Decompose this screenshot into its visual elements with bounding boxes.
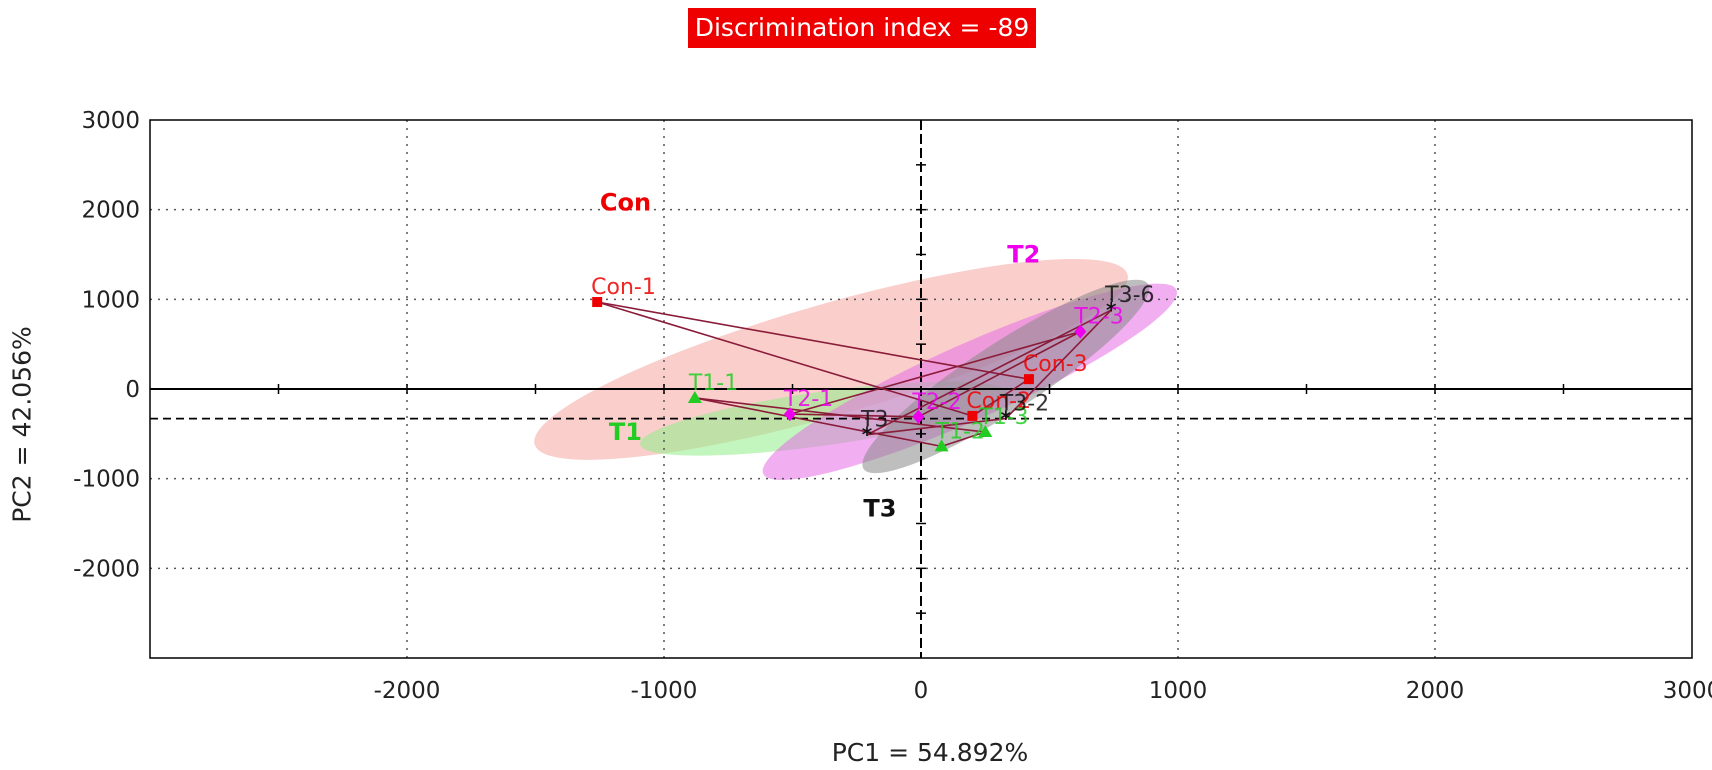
point-label-t1-2: T1-2	[935, 419, 985, 444]
y-tick-label: 3000	[81, 108, 140, 134]
x-tick-label: -2000	[374, 678, 441, 704]
point-t2-2	[912, 409, 925, 424]
group-labels: Con T1 T2 T3	[600, 189, 1040, 523]
point-t1-2	[934, 439, 949, 452]
x-tick-label: 1000	[1149, 678, 1208, 704]
group-label-t3: T3	[863, 494, 896, 522]
point-label-t2-2: T2-2	[911, 390, 961, 415]
grid-lines	[150, 120, 1692, 658]
point-t1-3	[978, 425, 993, 438]
discrimination-index-badge: Discrimination index = -89	[688, 8, 1036, 48]
connector-line-t3	[1005, 309, 1112, 420]
point-t2-3	[1074, 324, 1087, 339]
point-t3-6: *	[1106, 298, 1117, 322]
point-label-t3: T3	[860, 408, 888, 433]
x-tick-label: 2000	[1406, 678, 1465, 704]
point-label-t3-2: T3-2	[999, 392, 1049, 417]
x-axis-label: PC1 = 54.892%	[831, 738, 1029, 767]
point-label-t3-6: T3-6	[1104, 283, 1154, 308]
group-label-t2: T2	[1007, 241, 1040, 269]
point-con-3	[1023, 374, 1034, 385]
connector-line-t2	[789, 413, 919, 418]
point-t3: *	[862, 423, 873, 447]
connector-line-t2	[918, 330, 1081, 418]
y-tick-label: 0	[125, 377, 140, 403]
connector-line-t3	[866, 417, 1006, 436]
connector-line-t2	[789, 330, 1081, 415]
connector-line-con	[971, 378, 1030, 417]
data-points: * * *	[592, 297, 1117, 452]
connector-line-t3	[866, 309, 1112, 436]
tick-labels: -2000 -1000 0 1000 2000 3000 3000 2000 1000 0 -100…	[73, 108, 1712, 704]
connector-line-t1	[694, 397, 942, 448]
group-label-con: Con	[600, 189, 651, 217]
point-t1-1	[687, 390, 702, 403]
point-label-con-3: Con-3	[1023, 352, 1088, 377]
y-tick-label: -1000	[73, 467, 140, 493]
point-con-1	[592, 297, 603, 308]
connector-line-con	[596, 301, 973, 417]
point-label-con-1: Con-1	[591, 275, 656, 300]
group-connector-lines	[596, 301, 1112, 448]
y-tick-label: -2000	[73, 556, 140, 582]
x-tick-label: -1000	[631, 678, 698, 704]
point-label-con-2: Con-2	[966, 389, 1031, 414]
y-tick-label: 2000	[81, 198, 140, 224]
x-tick-label: 0	[914, 678, 929, 704]
point-label-t1-1: T1-1	[688, 371, 738, 396]
y-tick-label: 1000	[81, 287, 140, 313]
point-label-t1-3: T1-3	[978, 405, 1028, 430]
point-t3-2: *	[1001, 407, 1012, 431]
y-axis-label: PC2 = 42.056%	[7, 326, 37, 523]
point-label-t2-1: T2-1	[783, 387, 833, 412]
ellipse-con	[534, 259, 1128, 460]
point-con-2	[967, 410, 978, 421]
group-label-t1: T1	[609, 418, 642, 446]
connector-line-t1	[941, 431, 986, 448]
point-label-t2-3: T2-3	[1073, 305, 1123, 330]
x-tick-label: 3000	[1663, 678, 1712, 704]
point-t2-1	[783, 407, 796, 422]
group-ellipses	[534, 259, 1178, 481]
